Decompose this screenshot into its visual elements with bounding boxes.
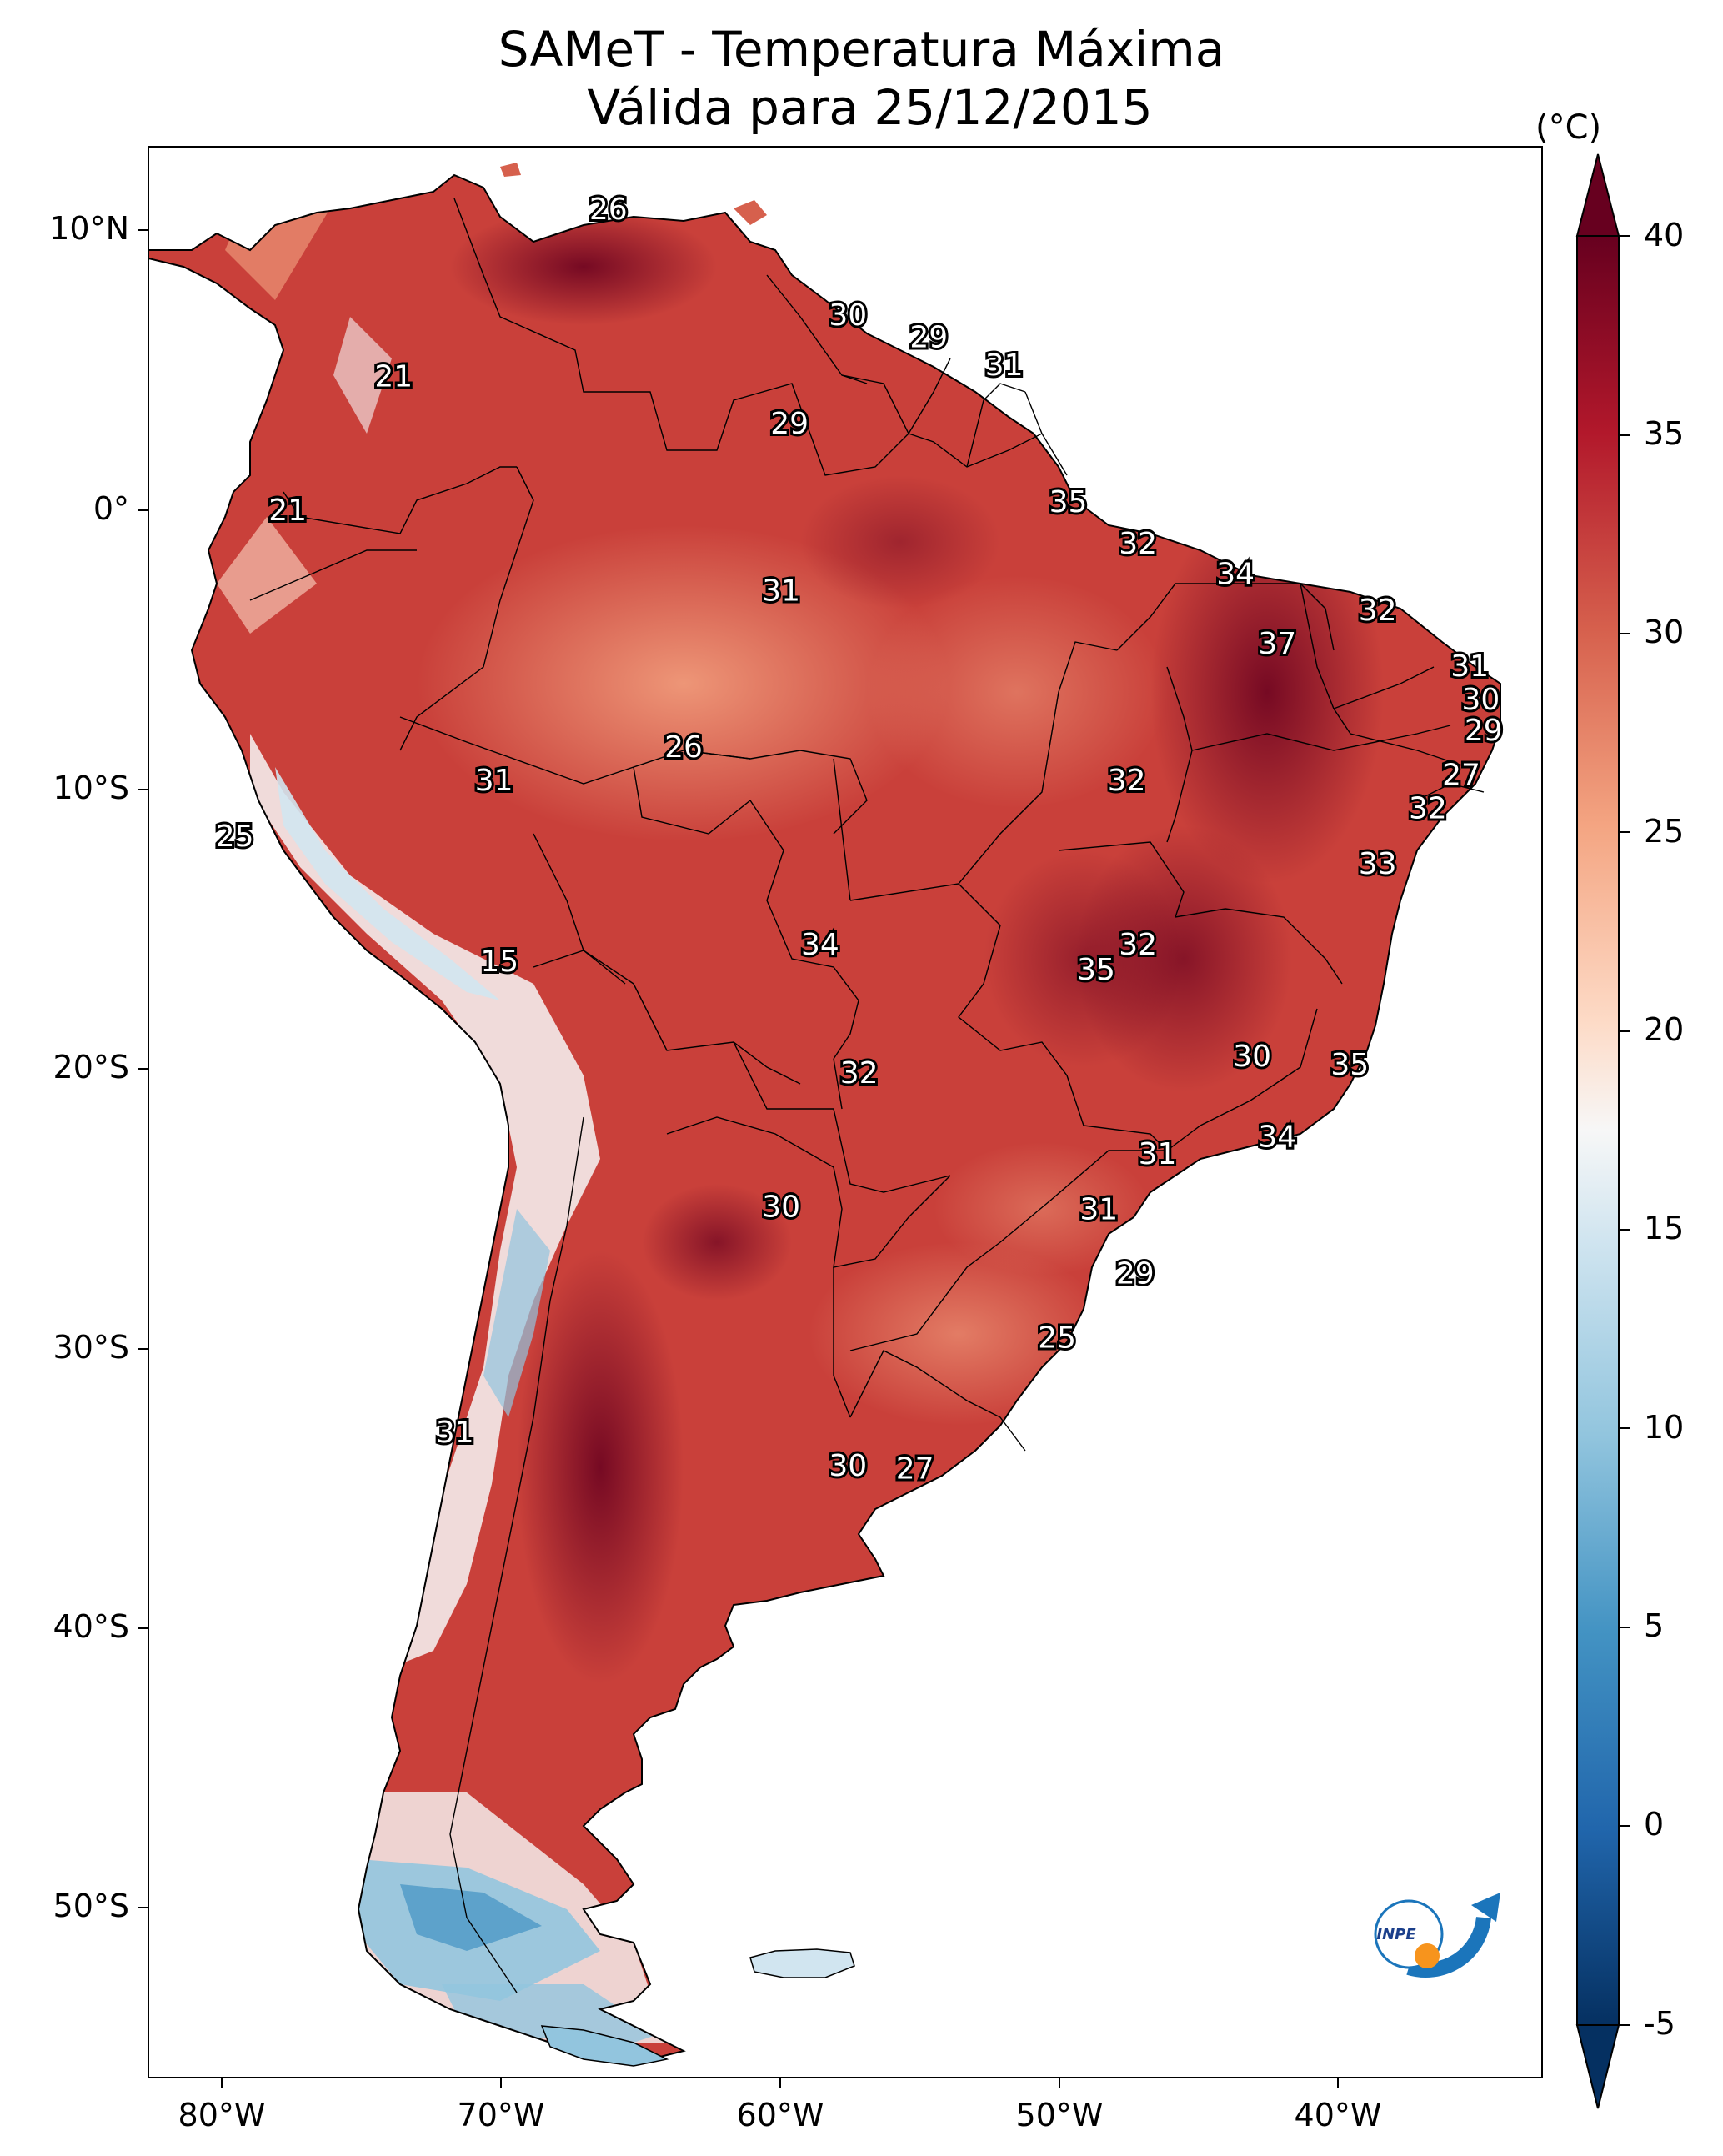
isotherm-label: 33 [1359, 847, 1397, 881]
isotherm-label: 30 [829, 1449, 867, 1483]
isotherm-label: 29 [1116, 1257, 1155, 1291]
isotherm-label: 34 [1258, 1121, 1296, 1155]
lon-label-80w: 80°W [178, 2097, 266, 2133]
colorbar-top-extension [1575, 153, 1620, 237]
colorbar-body [1576, 235, 1620, 2026]
isotherm-label: 21 [268, 494, 307, 528]
isotherm-label: 35 [1049, 485, 1088, 519]
colorbar-tick-40: 40 [1644, 217, 1685, 253]
isotherm-label: 34 [801, 928, 839, 962]
isotherm-label: 31 [475, 764, 513, 798]
falklands-island [749, 1948, 855, 1978]
isotherm-label: 30 [1461, 683, 1500, 717]
isotherm-label: 37 [1258, 627, 1296, 661]
isotherm-label: 27 [896, 1452, 934, 1486]
isotherm-label: 32 [1359, 594, 1397, 628]
isotherm-label: 35 [1077, 953, 1115, 987]
coastline [148, 173, 1501, 2061]
map-subtitle: Válida para 25/12/2015 [587, 79, 1153, 136]
isotherm-label: 29 [770, 407, 809, 441]
isotherm-label: 21 [374, 359, 413, 394]
isotherm-label: 31 [1139, 1137, 1177, 1171]
isotherm-label: 31 [436, 1416, 474, 1450]
colorbar-tick-5: 5 [1644, 1607, 1665, 1644]
isotherm-label: 26 [664, 730, 703, 765]
lat-label-20s: 20°S [53, 1049, 129, 1086]
isotherm-label: 25 [216, 820, 254, 854]
map-title: SAMeT - Temperatura Máxima [498, 21, 1225, 78]
lat-label-10n: 10°N [49, 210, 129, 247]
isotherm-label: 30 [762, 1190, 800, 1224]
isotherm-label: 30 [829, 298, 867, 333]
isotherm-label: 34 [1216, 558, 1255, 592]
inpe-logo-text: INPE [1376, 1926, 1416, 1943]
inpe-logo: INPE [1374, 1893, 1500, 1978]
isotherm-label: 31 [985, 348, 1024, 383]
lon-label-50w: 50°W [1015, 2097, 1104, 2133]
colorbar-tick-20: 20 [1644, 1011, 1685, 1048]
colorbar-tick-15: 15 [1644, 1210, 1685, 1246]
isotherm-label: 26 [589, 193, 628, 227]
isotherm-label: 35 [1330, 1048, 1369, 1082]
isotherm-label: 32 [1119, 928, 1157, 962]
colorbar [1575, 153, 1630, 2109]
lat-label-50s: 50°S [53, 1888, 129, 1924]
isotherm-label: 31 [762, 574, 800, 609]
colorbar-tick-25: 25 [1644, 813, 1685, 850]
colorbar-tick-35: 35 [1644, 415, 1685, 452]
isotherm-label: 30 [1233, 1040, 1271, 1074]
lat-label-10s: 10°S [53, 770, 129, 806]
lat-label-40s: 40°S [53, 1608, 129, 1645]
isotherm-label: 29 [1465, 714, 1503, 748]
isotherm-label: 32 [1119, 527, 1157, 561]
isotherm-labels: 2621213029312935323431323731302927323326… [213, 190, 1505, 1489]
lat-label-0: 0° [93, 490, 129, 527]
tierra-del-fuego-island [540, 2025, 669, 2067]
colorbar-tick-30: 30 [1644, 614, 1685, 650]
isotherm-label: 32 [840, 1056, 879, 1091]
lat-label-30s: 30°S [53, 1329, 129, 1366]
colorbar-unit: (°C) [1535, 108, 1602, 147]
isotherm-label: 29 [909, 321, 948, 355]
country-borders [249, 198, 1485, 1993]
isotherm-label: 15 [480, 945, 518, 979]
isotherm-label: 31 [1079, 1193, 1118, 1227]
lon-label-40w: 40°W [1294, 2097, 1382, 2133]
lon-label-60w: 60°W [736, 2097, 824, 2133]
axis-ticks [138, 229, 1339, 2088]
colorbar-bottom-extension [1575, 2024, 1620, 2109]
isotherm-label: 32 [1409, 791, 1447, 825]
colorbar-tick-10: 10 [1644, 1409, 1685, 1446]
isotherm-label: 27 [1442, 758, 1480, 792]
lon-label-70w: 70°W [457, 2097, 545, 2133]
colorbar-tick-0: 0 [1644, 1806, 1665, 1843]
colorbar-tick-minus5: -5 [1644, 2005, 1675, 2042]
isotherm-label: 25 [1038, 1321, 1076, 1355]
isotherm-label: 31 [1450, 649, 1489, 684]
isotherm-label: 32 [1108, 764, 1146, 798]
